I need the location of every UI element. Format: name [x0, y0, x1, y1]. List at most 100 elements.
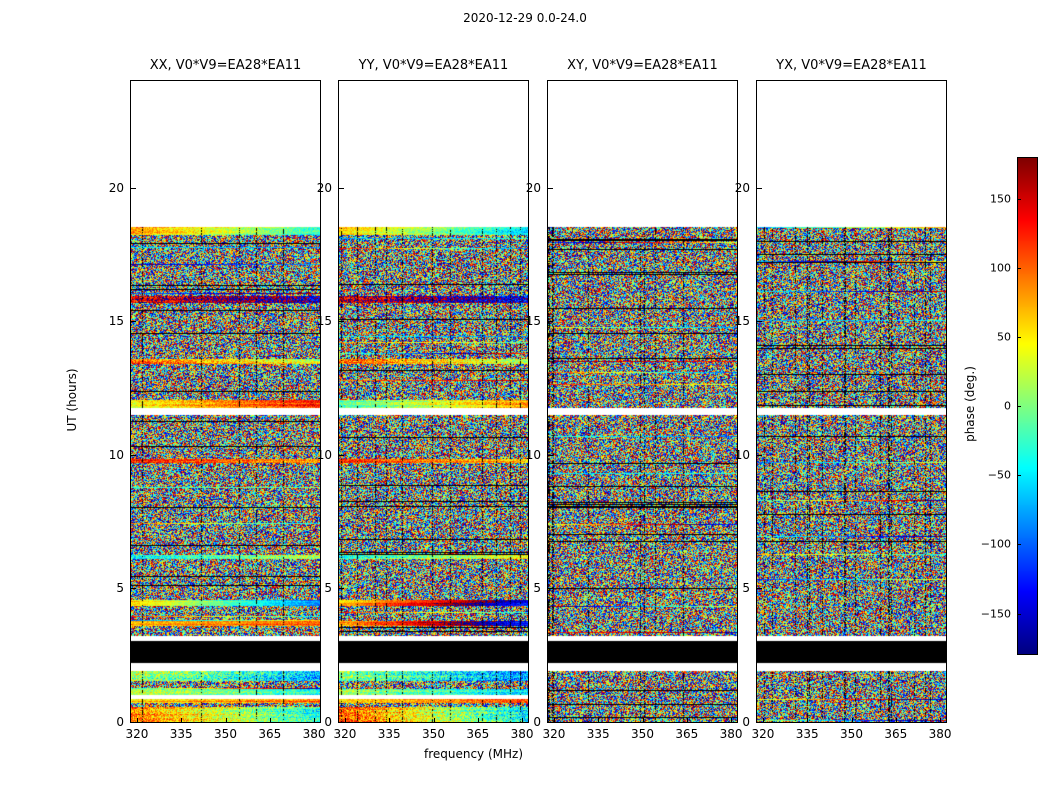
colorbar-tick-mark	[1017, 267, 1021, 269]
y-tick-label: 15	[316, 314, 332, 329]
colorbar-label: phase (deg.)	[963, 366, 977, 442]
x-axis-label: frequency (MHz)	[423, 747, 524, 761]
y-tick-label: 15	[525, 314, 541, 329]
colorbar-tick-mark	[1017, 406, 1021, 407]
y-tick-mark	[548, 588, 553, 590]
x-tick-mark	[731, 718, 733, 723]
y-tick-label: 0	[324, 715, 332, 729]
x-tick-mark	[389, 718, 391, 723]
y-tick-label: 15	[108, 314, 124, 329]
y-tick-mark	[339, 454, 344, 456]
colorbar-tick-mark	[1017, 613, 1021, 615]
y-tick-mark	[757, 187, 762, 189]
x-tick-mark	[314, 718, 316, 723]
y-tick-mark	[339, 588, 344, 590]
colorbar-tick-label: −150	[980, 607, 1011, 620]
y-tick-mark	[131, 321, 136, 323]
waterfall-image-xx	[131, 81, 320, 722]
colorbar-tick-label: 0	[1004, 399, 1011, 413]
colorbar-tick-mark	[1017, 544, 1021, 546]
x-tick-label: 335	[795, 727, 819, 741]
y-tick-label: 10	[734, 447, 750, 462]
x-tick-label: 365	[884, 727, 908, 741]
y-tick-label: 10	[525, 447, 541, 462]
x-tick-label: 335	[377, 727, 401, 741]
x-tick-mark	[136, 718, 138, 723]
y-tick-mark	[339, 321, 344, 323]
x-tick-mark	[940, 718, 942, 723]
y-tick-label: 10	[108, 447, 124, 462]
y-tick-label: 0	[742, 715, 750, 729]
y-tick-label: 5	[116, 581, 124, 596]
y-tick-mark	[757, 321, 762, 323]
y-tick-mark	[548, 722, 553, 723]
x-tick-label: 350	[840, 727, 863, 741]
y-tick-label: 5	[533, 581, 541, 596]
x-tick-label: 335	[169, 727, 193, 741]
figure-title: 2020-12-29 0.0-24.0	[463, 11, 587, 25]
x-tick-label: 350	[631, 727, 654, 741]
y-tick-mark	[757, 722, 762, 723]
x-tick-mark	[598, 718, 600, 723]
y-tick-mark	[548, 187, 553, 189]
panel-title-yx: YX, V0*V9=EA28*EA11	[776, 58, 927, 73]
x-tick-label: 380	[719, 727, 743, 741]
panel-title-yy: YY, V0*V9=EA28*EA11	[358, 58, 509, 73]
x-tick-mark	[895, 718, 897, 723]
x-tick-mark	[344, 718, 346, 723]
colorbar-tick-label: 50	[997, 330, 1011, 344]
y-tick-mark	[131, 187, 136, 189]
x-tick-label: 380	[928, 727, 952, 741]
y-tick-label: 5	[742, 581, 750, 596]
x-tick-mark	[686, 718, 688, 723]
x-tick-label: 365	[466, 727, 490, 741]
x-tick-label: 320	[751, 727, 775, 741]
x-tick-mark	[762, 718, 764, 723]
waterfall-panel-yx[interactable]	[756, 80, 947, 723]
x-tick-label: 380	[510, 727, 534, 741]
x-tick-mark	[225, 718, 227, 723]
waterfall-panel-yy[interactable]	[338, 80, 529, 723]
y-tick-label: 5	[324, 581, 332, 596]
y-axis-label: UT (hours)	[65, 367, 79, 432]
colorbar-tick-mark	[1017, 198, 1021, 200]
x-tick-mark	[181, 718, 183, 723]
x-tick-mark	[553, 718, 555, 723]
x-tick-mark	[269, 718, 271, 723]
y-tick-label: 20	[734, 180, 750, 195]
waterfall-panel-xx[interactable]	[130, 80, 321, 723]
x-tick-mark	[433, 718, 435, 723]
y-tick-mark	[339, 722, 344, 723]
colorbar-tick-label: −50	[987, 468, 1011, 482]
x-tick-mark	[642, 718, 644, 723]
x-tick-label: 320	[125, 727, 149, 741]
x-tick-mark	[477, 718, 479, 723]
colorbar-gradient	[1018, 158, 1037, 654]
panel-title-xx: XX, V0*V9=EA28*EA11	[149, 58, 302, 73]
y-tick-label: 20	[525, 180, 541, 195]
colorbar-tick-label: 100	[990, 261, 1011, 275]
waterfall-panel-xy[interactable]	[547, 80, 738, 723]
y-tick-label: 0	[533, 715, 541, 729]
waterfall-image-yy	[339, 81, 528, 722]
colorbar-tick-label: −100	[980, 537, 1011, 551]
x-tick-label: 380	[302, 727, 326, 741]
x-tick-mark	[807, 718, 809, 723]
y-tick-label: 20	[316, 180, 332, 195]
x-tick-label: 320	[333, 727, 357, 741]
waterfall-image-xy	[548, 81, 737, 722]
y-tick-label: 15	[734, 314, 750, 329]
y-tick-label: 20	[108, 180, 124, 195]
x-tick-label: 365	[258, 727, 282, 741]
x-tick-label: 335	[586, 727, 610, 741]
y-tick-label: 0	[116, 715, 124, 729]
y-tick-label: 10	[316, 447, 332, 462]
y-tick-mark	[131, 454, 136, 456]
panel-title-xy: XY, V0*V9=EA28*EA11	[567, 58, 718, 73]
x-tick-label: 350	[422, 727, 445, 741]
y-tick-mark	[757, 454, 762, 456]
x-tick-label: 320	[542, 727, 566, 741]
y-tick-mark	[339, 187, 344, 189]
x-tick-mark	[522, 718, 524, 723]
